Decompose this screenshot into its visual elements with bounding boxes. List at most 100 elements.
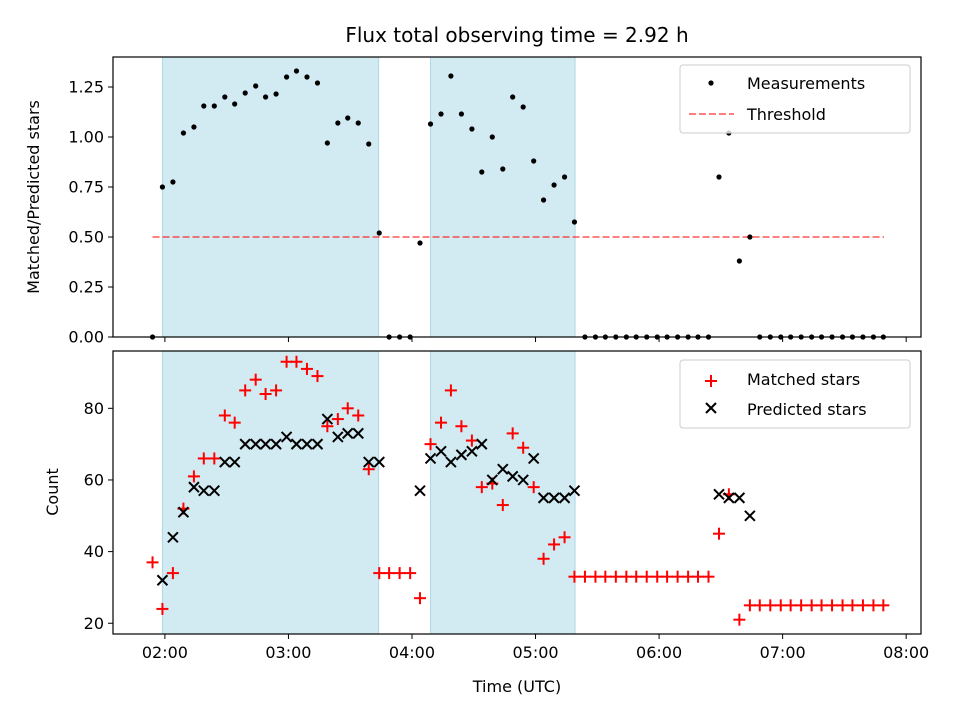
predicted-star-point xyxy=(239,438,251,450)
measurement-point xyxy=(324,140,330,146)
matched-star-point xyxy=(713,527,725,540)
measurement-point xyxy=(170,179,176,185)
matched-star-point xyxy=(548,538,561,551)
predicted-star-point xyxy=(352,427,364,440)
matched-star-point xyxy=(578,570,591,583)
matched-star-point xyxy=(239,384,252,397)
predicted-star-point xyxy=(249,438,262,450)
measurement-point xyxy=(366,141,372,147)
matched-star-point xyxy=(599,570,612,583)
matched-star-point xyxy=(846,599,859,612)
top-y-tick-label: 1.00 xyxy=(68,128,104,147)
top-legend-box xyxy=(679,64,911,134)
predicted-star-point xyxy=(270,438,282,450)
matched-star-point xyxy=(249,373,262,386)
measurement-point xyxy=(159,184,166,190)
measurement-point xyxy=(479,169,485,175)
matched-star-point xyxy=(517,441,530,454)
top-shaded-bands xyxy=(161,56,576,338)
predicted-star-point xyxy=(311,438,324,450)
top-y-tick-label: 0.75 xyxy=(68,178,104,197)
matched-star-point xyxy=(609,570,622,583)
matched-star-point xyxy=(702,570,715,583)
matched-star-point xyxy=(475,481,488,494)
matched-star-point xyxy=(558,531,571,544)
matched-star-point xyxy=(640,570,653,583)
legend-measurements-label: Measurements xyxy=(747,74,865,93)
matched-star-point xyxy=(352,409,365,422)
measurement-point xyxy=(469,126,475,132)
predicted-star-point xyxy=(527,452,540,465)
top-shaded-band xyxy=(430,56,576,338)
predicted-star-point xyxy=(156,574,169,586)
measurement-point xyxy=(262,94,269,100)
matched-star-point xyxy=(856,599,869,612)
matched-star-point xyxy=(341,402,354,415)
predicted-star-point xyxy=(435,445,447,458)
bottom-plot-frame xyxy=(112,350,922,635)
bottom-y-tick-label: 40 xyxy=(84,542,104,561)
measurement-point xyxy=(561,174,568,180)
matched-star-point xyxy=(527,481,540,494)
x-tick-label: 07:00 xyxy=(760,643,806,662)
matched-star-point xyxy=(424,438,437,451)
matched-star-point xyxy=(311,370,324,383)
matched-star-point xyxy=(218,409,231,422)
matched-star-point xyxy=(435,416,448,429)
top-y-tick-label: 0.25 xyxy=(68,278,104,297)
predicted-star-point xyxy=(177,506,190,518)
matched-star-point xyxy=(465,434,478,447)
measurement-point xyxy=(314,80,321,86)
x-tick-label: 04:00 xyxy=(389,643,435,662)
x-tick-label: 03:00 xyxy=(265,643,311,662)
matched-star-point xyxy=(733,613,746,626)
top-panel: 0.00 0.25 0.50 0.75 1.00 1.25 Matched/Predict… xyxy=(24,56,922,347)
matched-star-point xyxy=(228,416,241,429)
matched-star-point xyxy=(166,567,179,580)
measurement-point xyxy=(448,73,454,79)
measurement-point xyxy=(458,111,465,117)
measurement-point xyxy=(489,134,495,140)
measurement-point xyxy=(355,120,361,126)
measurement-point xyxy=(345,115,351,121)
x-tick-label: 02:00 xyxy=(142,643,188,662)
predicted-star-point xyxy=(342,427,354,440)
measurement-point xyxy=(571,219,578,225)
predicted-star-point xyxy=(228,456,241,468)
predicted-star-point xyxy=(558,492,571,504)
measurement-point xyxy=(417,240,423,246)
matched-star-point xyxy=(826,599,839,612)
matched-star-point xyxy=(146,556,159,569)
matched-star-point xyxy=(753,599,766,612)
measurement-point xyxy=(716,174,722,180)
measurement-point xyxy=(736,258,742,264)
predicted-star-point xyxy=(219,456,231,468)
predicted-star-point xyxy=(373,456,385,468)
predicted-star-point xyxy=(723,492,735,504)
predicted-star-point xyxy=(198,485,210,497)
measurement-point xyxy=(253,83,259,89)
matched-star-point xyxy=(691,570,704,583)
top-y-tick-label: 0.50 xyxy=(68,228,104,247)
legend-predicted-label: Predicted stars xyxy=(747,400,867,419)
measurement-point xyxy=(500,166,506,172)
top-y-ticks: 0.00 0.25 0.50 0.75 1.00 1.25 xyxy=(68,78,113,347)
measurement-point xyxy=(304,74,310,80)
matched-star-point xyxy=(784,599,797,612)
measurement-point xyxy=(335,120,341,126)
predicted-star-point xyxy=(506,470,519,483)
measurement-point xyxy=(211,103,217,109)
measurement-point xyxy=(531,158,537,164)
measurement-point xyxy=(540,197,547,203)
matched-star-point xyxy=(815,599,828,612)
predicted-star-point xyxy=(208,485,221,497)
bottom-legend-box xyxy=(679,359,911,429)
x-tick-label: 08:00 xyxy=(883,643,929,662)
chart-title: Flux total observing time = 2.92 h xyxy=(345,23,688,47)
matched-star-point xyxy=(331,413,344,426)
legend-matched-label: Matched stars xyxy=(747,370,860,389)
matched-star-point xyxy=(630,570,643,583)
bottom-x-ticks: 02:00 03:00 04:00 05:00 06:00 07:00 08:00 xyxy=(142,634,929,662)
measurement-point xyxy=(747,234,753,240)
